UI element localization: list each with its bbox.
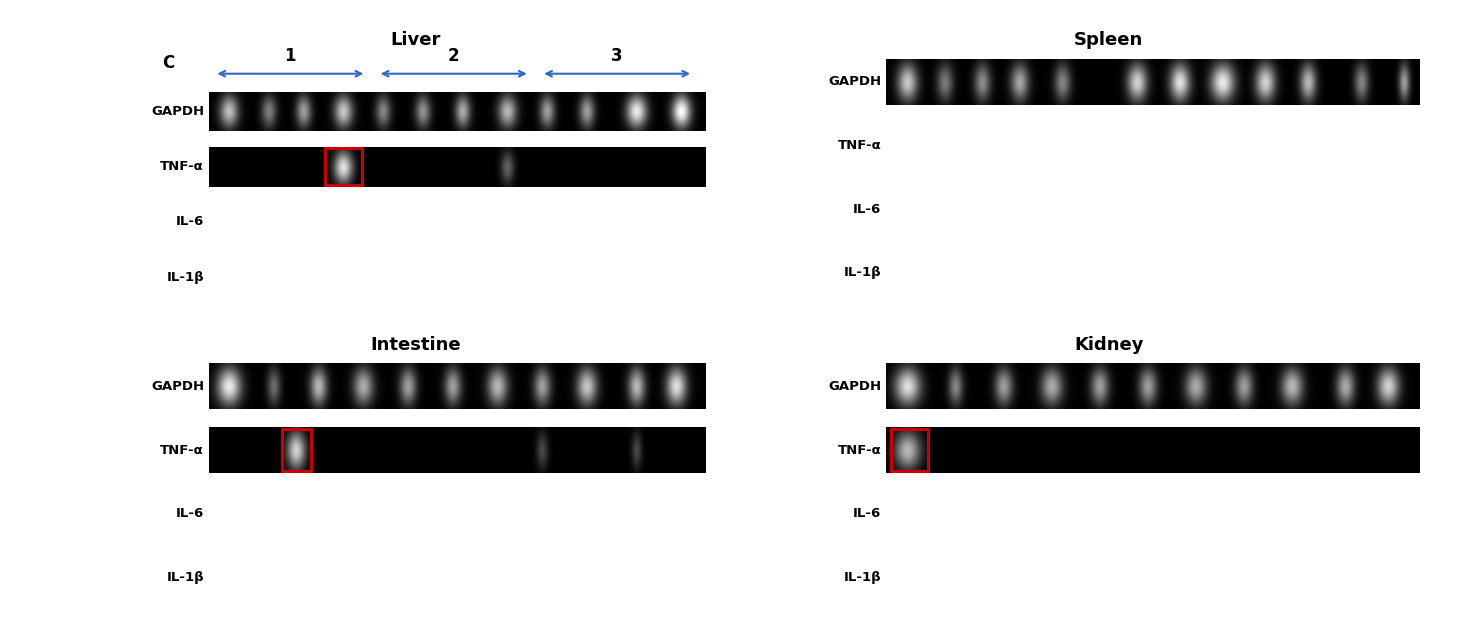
Text: IL-1β: IL-1β (166, 571, 204, 584)
Bar (282, 429, 311, 471)
Bar (325, 149, 362, 185)
Text: Liver: Liver (391, 32, 441, 49)
Text: TNF-α: TNF-α (837, 139, 881, 152)
Text: IL-1β: IL-1β (166, 271, 204, 284)
Text: Intestine: Intestine (371, 337, 461, 354)
Text: 2: 2 (448, 47, 460, 65)
Text: GAPDH: GAPDH (150, 105, 204, 118)
Text: Kidney: Kidney (1074, 337, 1144, 354)
Bar (891, 429, 928, 471)
Text: IL-1β: IL-1β (843, 266, 881, 279)
Text: GAPDH: GAPDH (829, 380, 881, 393)
Text: IL-1β: IL-1β (843, 571, 881, 584)
Text: 1: 1 (285, 47, 296, 65)
Text: TNF-α: TNF-α (837, 443, 881, 457)
Text: IL-6: IL-6 (854, 203, 881, 216)
Text: IL-6: IL-6 (854, 508, 881, 521)
Text: C: C (162, 55, 174, 72)
Text: IL-6: IL-6 (177, 508, 204, 521)
Text: Spleen: Spleen (1074, 32, 1144, 49)
Text: 3: 3 (611, 47, 623, 65)
Text: GAPDH: GAPDH (829, 75, 881, 88)
Text: TNF-α: TNF-α (160, 443, 204, 457)
Text: IL-6: IL-6 (177, 215, 204, 228)
Text: TNF-α: TNF-α (160, 160, 204, 174)
Text: GAPDH: GAPDH (150, 380, 204, 393)
